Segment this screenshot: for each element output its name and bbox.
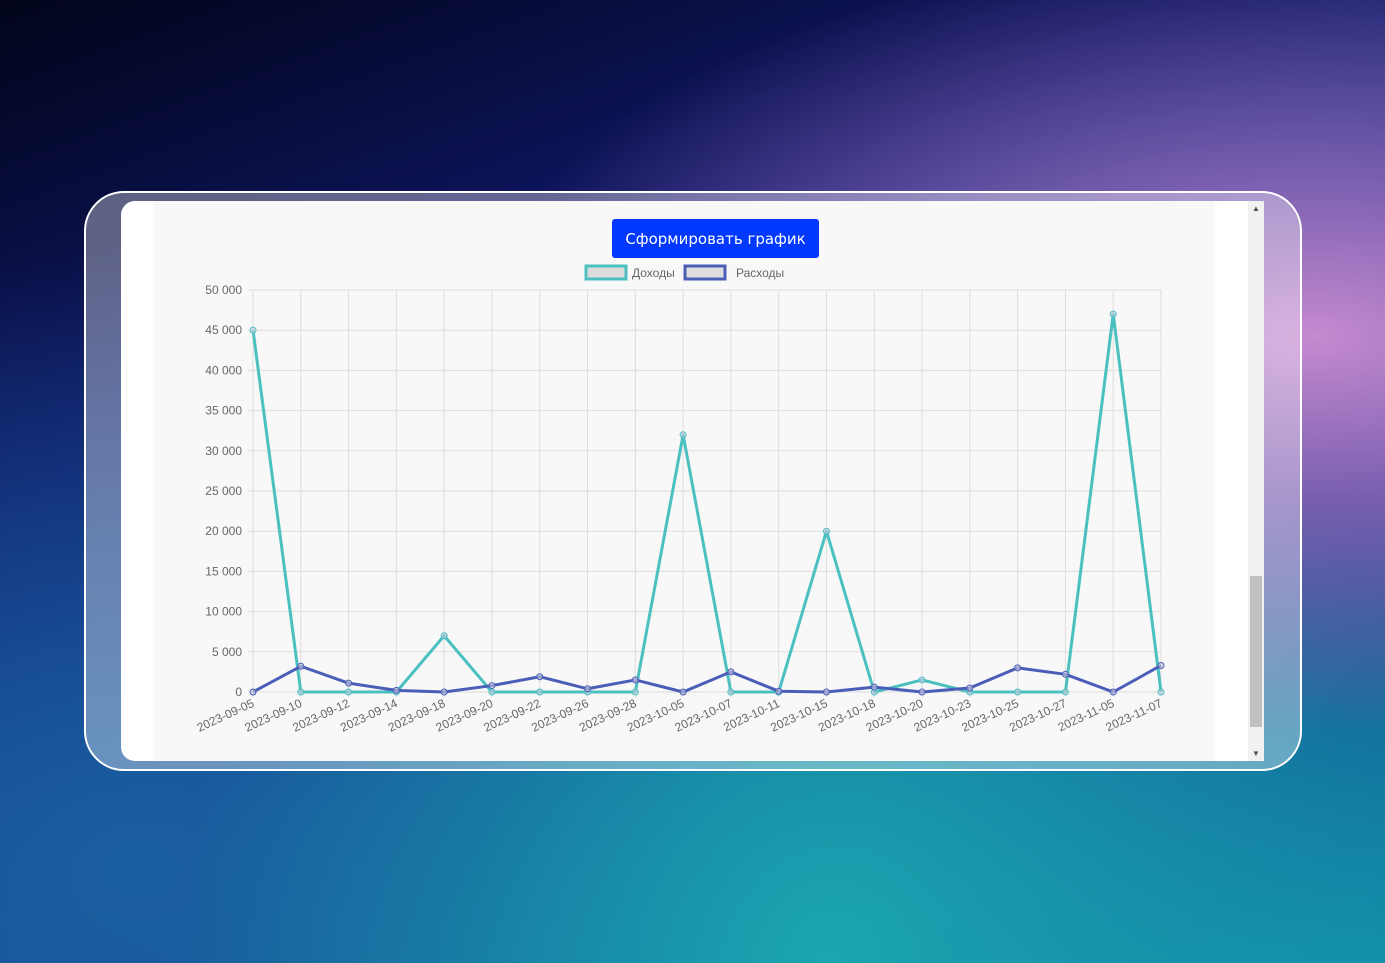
data-point [297,662,305,670]
data-point [536,673,544,681]
data-point [679,688,687,696]
chart-card: Сформировать график ▲ ▼ [121,201,1264,761]
y-tick-label: 5 000 [212,645,242,659]
data-point [918,676,926,684]
y-tick-label: 25 000 [205,484,242,498]
y-tick-label: 0 [235,685,242,699]
data-point [870,683,878,691]
data-point [1014,688,1022,696]
data-point [1061,688,1069,696]
data-point [345,679,353,687]
y-tick-label: 10 000 [205,605,242,619]
data-point [631,676,639,684]
scroll-up-icon[interactable]: ▲ [1252,204,1260,213]
data-point [488,688,496,696]
scrollbar-thumb[interactable] [1250,576,1262,727]
y-tick-label: 30 000 [205,444,242,458]
y-tick-label: 35 000 [205,404,242,418]
data-point [918,688,926,696]
data-point [727,668,735,676]
data-point [345,688,353,696]
data-point [1157,688,1165,696]
legend-label: Доходы [632,266,675,280]
data-point [488,682,496,690]
build-chart-button[interactable]: Сформировать график [612,219,819,258]
y-tick-label: 40 000 [205,363,242,377]
data-point [1014,664,1022,672]
legend-swatch [584,264,628,281]
y-tick-label: 15 000 [205,564,242,578]
data-point [1109,688,1117,696]
scrollbar[interactable]: ▲ ▼ [1248,201,1264,761]
data-point [440,688,448,696]
y-tick-label: 45 000 [205,323,242,337]
data-point [966,684,974,692]
data-point [775,687,783,695]
y-tick-label: 20 000 [205,524,242,538]
data-point [584,685,592,693]
data-point [1109,310,1117,318]
data-point [631,688,639,696]
series-line-1 [252,664,1162,694]
data-point [1157,661,1165,669]
scroll-down-icon[interactable]: ▼ [1252,749,1260,758]
data-point [249,688,257,696]
legend-label: Расходы [736,266,784,280]
data-point [392,686,400,694]
data-point [536,688,544,696]
data-point [822,527,830,535]
data-point [1061,670,1069,678]
legend-swatch [683,264,727,281]
series-line-0 [251,312,1163,694]
data-point [249,326,257,334]
y-tick-label: 50 000 [205,283,242,297]
data-point [679,431,687,439]
data-point [727,688,735,696]
chart-panel: Сформировать график [153,201,1215,761]
data-point [297,688,305,696]
data-point [822,688,830,696]
data-point [440,632,448,640]
